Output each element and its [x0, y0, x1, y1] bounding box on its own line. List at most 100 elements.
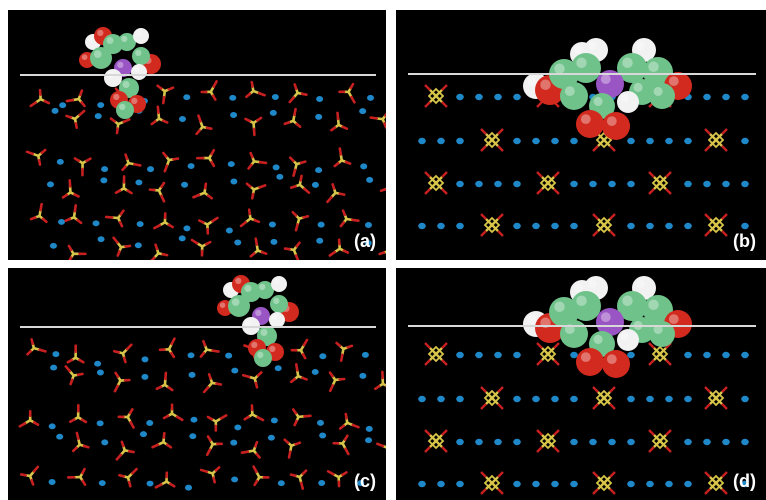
atom [571, 291, 601, 321]
cation [456, 93, 464, 101]
cation [456, 351, 464, 359]
panel-a: (a) [8, 10, 386, 260]
anion [66, 467, 87, 486]
cation [92, 220, 100, 227]
cation [272, 164, 280, 171]
cation [311, 368, 319, 375]
anion [288, 156, 307, 177]
anion [71, 431, 90, 453]
cation [418, 137, 426, 145]
cation [234, 424, 242, 431]
atom [133, 28, 149, 44]
anion [73, 157, 92, 177]
cation [56, 433, 64, 440]
anion [65, 109, 86, 130]
anion [67, 244, 87, 260]
cation [315, 167, 323, 174]
cation [48, 423, 56, 430]
anion [109, 117, 131, 135]
anion [283, 107, 302, 129]
cation [570, 222, 578, 230]
cation [703, 351, 711, 359]
cation [627, 351, 635, 359]
cation [100, 177, 108, 184]
cation [494, 93, 502, 101]
cation [513, 395, 521, 403]
cation [185, 484, 193, 491]
anion [239, 208, 261, 228]
cation [147, 166, 155, 173]
cation [456, 480, 464, 488]
cation [494, 180, 502, 188]
cation [513, 480, 521, 488]
cation [318, 480, 326, 486]
cation [475, 351, 483, 359]
anion [252, 465, 270, 487]
anion [480, 128, 504, 152]
anion [424, 171, 448, 195]
panel-label-d: (d) [733, 471, 756, 491]
cation [58, 218, 66, 225]
anion [536, 342, 560, 366]
anion [704, 128, 728, 152]
anion [480, 471, 504, 495]
atom [116, 101, 134, 119]
cation [456, 180, 464, 188]
anion [162, 151, 180, 173]
anion [121, 153, 142, 172]
anion [332, 434, 350, 456]
cation [494, 351, 502, 359]
anion [156, 84, 175, 105]
anion [648, 171, 672, 195]
cation [437, 222, 445, 230]
cation [317, 221, 325, 228]
cation [234, 239, 242, 246]
cation [532, 480, 540, 488]
cation [627, 480, 635, 488]
anion [339, 209, 360, 228]
cation [608, 438, 616, 446]
cation [136, 221, 144, 228]
anion [104, 209, 125, 228]
anion [536, 171, 560, 195]
cation [627, 180, 635, 188]
cation [703, 438, 711, 446]
cation [418, 222, 426, 230]
cation [684, 395, 692, 403]
cation [627, 395, 635, 403]
cation [270, 238, 278, 245]
cation [437, 395, 445, 403]
cation [475, 438, 483, 446]
anion [249, 237, 268, 258]
crystal-lattice [18, 337, 386, 491]
anion [155, 371, 174, 392]
cation [277, 480, 285, 487]
cation [146, 480, 154, 487]
cation [98, 480, 106, 487]
cation [570, 438, 578, 446]
cation [357, 480, 365, 487]
anion [291, 210, 310, 232]
cation [513, 351, 521, 359]
cation [96, 369, 104, 376]
anion [648, 429, 672, 453]
cation [532, 137, 540, 145]
anion [335, 341, 354, 362]
anion [330, 111, 349, 132]
panel-c: (c) [8, 268, 386, 500]
cation [437, 480, 445, 488]
anion [328, 238, 350, 257]
anion [114, 175, 133, 195]
atom [256, 281, 274, 299]
cation [589, 180, 597, 188]
atom [596, 70, 624, 98]
cation [684, 480, 692, 488]
cation [456, 395, 464, 403]
atom [118, 33, 136, 51]
cation [188, 371, 196, 378]
cation [316, 96, 324, 102]
cation [722, 93, 730, 101]
cation [627, 137, 635, 145]
cation [315, 113, 323, 120]
anion [118, 467, 138, 488]
